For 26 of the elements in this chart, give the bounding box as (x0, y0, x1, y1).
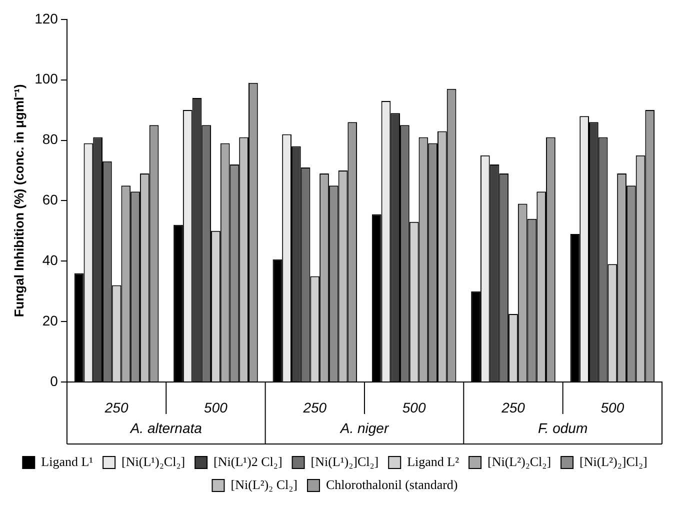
legend-label: Ligand L¹ (41, 454, 94, 469)
y-tick-label: 60 (42, 192, 58, 208)
text: A. alternata (129, 420, 202, 436)
legend-label: [Ni(L¹)2 Cl₂] (214, 454, 282, 469)
y-tick-label: 0 (50, 372, 58, 389)
x-tick-label: 250 (500, 399, 526, 416)
x-tick-label: 500 (402, 399, 426, 416)
y-tick-label: 40 (42, 252, 58, 268)
y-tick-label: 100 (34, 70, 58, 87)
legend-label: Chlorothalonil (standard) (326, 476, 458, 492)
legend-label: [Ni(L²)₂ Cl₂] (230, 476, 298, 492)
x-tick-label: 500 (204, 399, 228, 416)
x-tick-label: 250 (302, 399, 327, 416)
legend-label: [Ni(L¹)₂]Cl₂] (310, 454, 379, 469)
text: F. odum (538, 420, 588, 436)
x-tick-label: 500 (600, 399, 624, 416)
y-tick-label: 20 (42, 312, 58, 328)
y-tick-label: 120 (34, 10, 58, 26)
text: A. niger (339, 420, 390, 436)
y-axis-title: Fungal Inhibition (%) (conc. in μgml⁻¹) (11, 84, 26, 318)
legend-label: [Ni(L¹)₂Cl₂] (122, 454, 186, 469)
legend-label: Ligand L² (407, 454, 460, 469)
legend-label: [Ni(L²)₂Cl₂] (488, 454, 552, 469)
x-tick-label: 250 (104, 399, 128, 416)
legend-label: [Ni(L²)₂]Cl₂] (580, 454, 648, 469)
y-tick-label: 80 (42, 131, 58, 148)
